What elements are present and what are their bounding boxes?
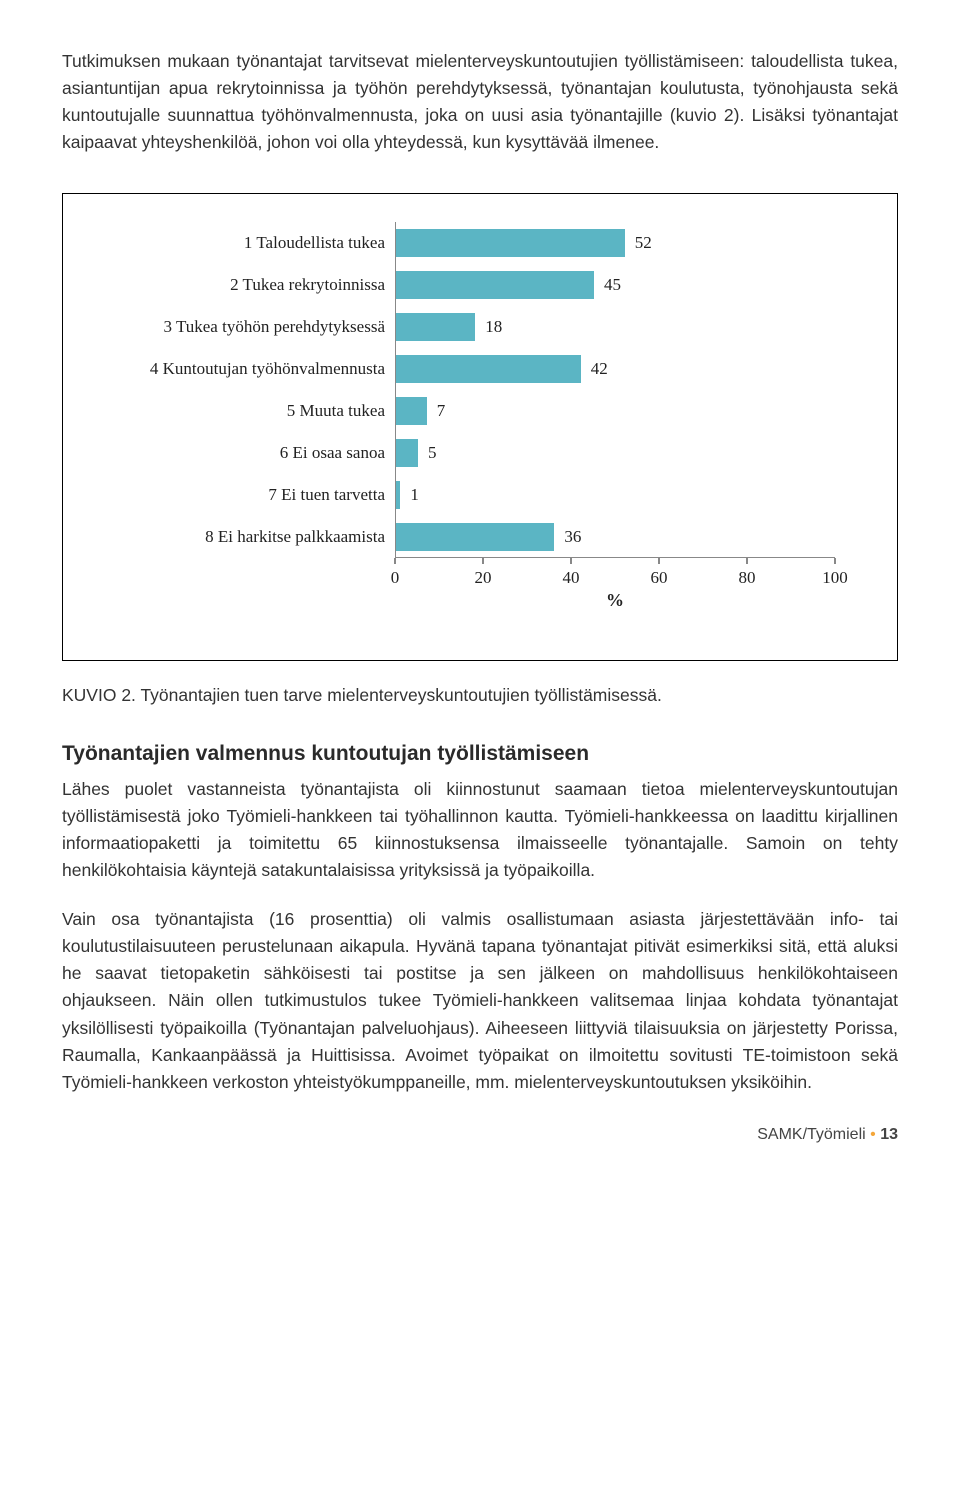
chart-bar [396,397,427,425]
chart-category-label: 7 Ei tuen tarvetta [95,474,395,516]
chart-bar-value: 5 [428,443,437,463]
chart-bar-row: 18 [396,306,502,348]
chart-y-labels: 1 Taloudellista tukea2 Tukea rekrytoinni… [95,222,395,558]
chart-bar-value: 42 [591,359,608,379]
tick-mark [746,558,748,564]
tick-mark [658,558,660,564]
chart-x-tick-label: 0 [375,568,415,588]
tick-mark [570,558,572,564]
chart-plot-area: 52 45 18 42 7 5 1 36 [395,222,835,558]
tick-mark [482,558,484,564]
chart-bar-value: 45 [604,275,621,295]
chart-bar-row: 5 [396,432,437,474]
chart-category-label: 6 Ei osaa sanoa [95,432,395,474]
chart-bar-value: 52 [635,233,652,253]
chart-x-tick-label: 20 [463,568,503,588]
chart-bar-row: 52 [396,222,652,264]
chart-x-tick: 20 [463,558,503,588]
tick-mark [834,558,836,564]
chart-category-label: 1 Taloudellista tukea [95,222,395,264]
chart-category-label: 5 Muuta tukea [95,390,395,432]
chart-category-label: 8 Ei harkitse palkkaamista [95,516,395,558]
chart-bar [396,523,554,551]
chart-bar [396,229,625,257]
chart-category-label: 2 Tukea rekrytoinnissa [95,264,395,306]
chart-bar-row: 36 [396,516,581,558]
chart-x-tick-label: 60 [639,568,679,588]
chart-x-axis-title: % [395,590,835,611]
chart-bar-row: 42 [396,348,608,390]
chart-caption: KUVIO 2. Työnantajien tuen tarve mielent… [62,685,898,706]
chart-bar-row: 1 [396,474,419,516]
chart-bar-value: 36 [564,527,581,547]
footer-page-number: 13 [880,1126,898,1143]
chart-inner: 1 Taloudellista tukea2 Tukea rekrytoinni… [95,222,865,642]
footer-source: SAMK/Työmieli [757,1126,865,1143]
chart-bar [396,355,581,383]
chart-x-tick: 100 [815,558,855,588]
chart-x-tick: 80 [727,558,767,588]
chart-category-label: 4 Kuntoutujan työhönvalmennusta [95,348,395,390]
page-footer: SAMK/Työmieli • 13 [62,1126,898,1144]
footer-bullet-icon: • [870,1126,876,1143]
intro-paragraph: Tutkimuksen mukaan työnantajat tarvitsev… [62,48,898,157]
chart-bar-value: 7 [437,401,446,421]
chart-bar-row: 45 [396,264,621,306]
chart-bar-row: 7 [396,390,445,432]
chart-x-tick: 40 [551,558,591,588]
tick-mark [394,558,396,564]
section-heading: Työnantajien valmennus kuntoutujan työll… [62,742,898,766]
chart-bar-value: 18 [485,317,502,337]
chart-x-tick-label: 40 [551,568,591,588]
chart-x-tick-label: 80 [727,568,767,588]
chart-bar-value: 1 [410,485,419,505]
chart-bar [396,271,594,299]
chart-x-tick: 0 [375,558,415,588]
chart-container: 1 Taloudellista tukea2 Tukea rekrytoinni… [62,193,898,661]
chart-bar [396,313,475,341]
chart-category-label: 3 Tukea työhön perehdytyksessä [95,306,395,348]
chart-bar [396,439,418,467]
paragraph-2: Lähes puolet vastanneista työnantajista … [62,776,898,885]
paragraph-3: Vain osa työnantajista (16 prosenttia) o… [62,906,898,1096]
chart-x-tick: 60 [639,558,679,588]
chart-bar [396,481,400,509]
chart-x-tick-label: 100 [815,568,855,588]
